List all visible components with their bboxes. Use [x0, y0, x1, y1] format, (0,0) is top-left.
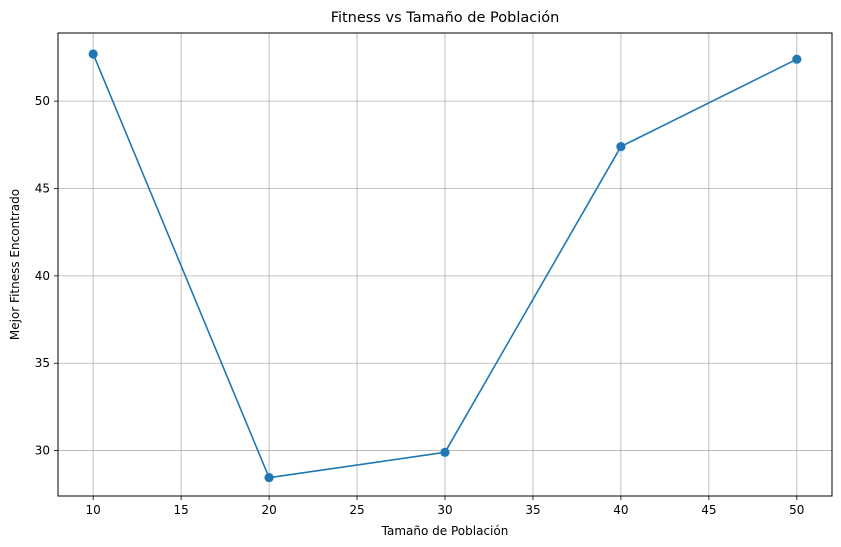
- x-tick-label: 20: [261, 503, 276, 517]
- x-tick-label: 15: [173, 503, 188, 517]
- x-tick-label: 40: [613, 503, 628, 517]
- x-tick-label: 10: [86, 503, 101, 517]
- x-tick-label: 35: [525, 503, 540, 517]
- y-tick-label: 45: [35, 181, 50, 195]
- data-point: [88, 49, 98, 59]
- x-axis-title: Tamaño de Población: [381, 524, 509, 538]
- x-tick-label: 45: [701, 503, 716, 517]
- y-tick-label: 50: [35, 94, 50, 108]
- x-tick-label: 30: [437, 503, 452, 517]
- y-tick-label: 30: [35, 444, 50, 458]
- data-point: [616, 141, 626, 152]
- y-axis-title: Mejor Fitness Encontrado: [8, 189, 22, 340]
- series-layer: [88, 49, 802, 483]
- x-tick-label: 25: [349, 503, 364, 517]
- chart-title: Fitness vs Tamaño de Población: [331, 10, 560, 26]
- y-tick-label: 40: [35, 269, 50, 283]
- y-tick-label: 35: [35, 356, 50, 370]
- x-tick-label: 50: [789, 503, 804, 517]
- data-point: [792, 54, 802, 64]
- data-point: [264, 473, 274, 483]
- grid: [58, 33, 832, 496]
- data-point: [440, 447, 450, 457]
- ticks: 10 15 20 25 30 35 40 45 50 30 35 40 45 50: [35, 94, 805, 517]
